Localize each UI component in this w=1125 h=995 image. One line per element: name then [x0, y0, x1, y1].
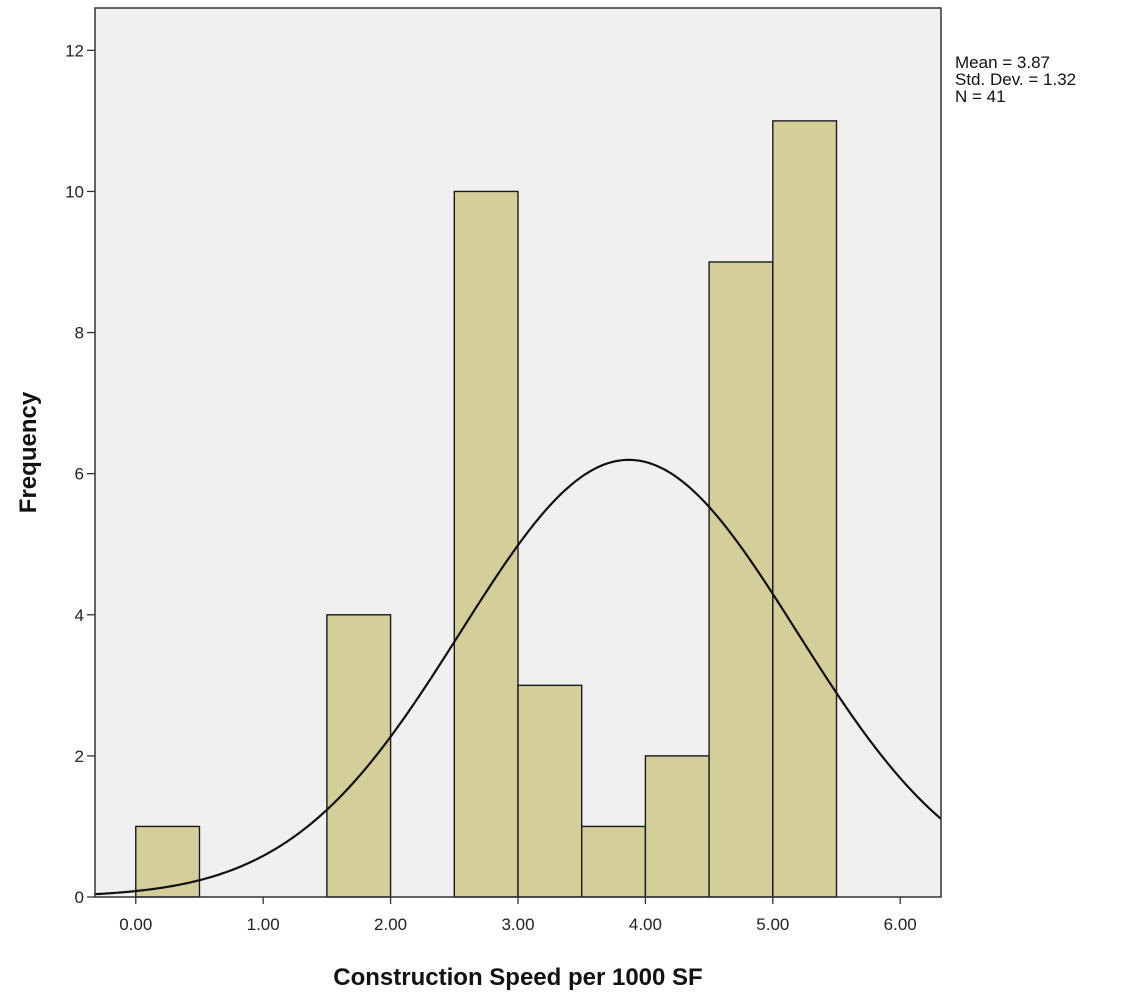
histogram-bar	[135, 825, 201, 898]
x-axis: 0.00 1.00 2.00 3.00 4.00 5.00 6.00	[119, 897, 917, 934]
x-tick-label: 3.00	[501, 915, 534, 934]
histogram-bar	[453, 190, 519, 898]
x-tick-label: 5.00	[756, 915, 789, 934]
y-tick-label: 2	[75, 747, 84, 766]
y-tick-label: 10	[65, 182, 84, 201]
histogram-bar	[581, 825, 647, 898]
histogram-bar	[326, 614, 392, 898]
y-tick-label: 8	[75, 324, 84, 343]
bars-group	[135, 120, 838, 898]
normal-curve-line	[94, 458, 942, 896]
y-axis: 0 2 4 6 8 10 12	[65, 41, 95, 907]
y-tick-label: 6	[75, 465, 84, 484]
stats-line: Mean = 3.87	[955, 53, 1050, 72]
x-axis-title: Construction Speed per 1000 SF	[333, 964, 702, 991]
x-tick-label: 4.00	[629, 915, 662, 934]
x-tick-label: 6.00	[884, 915, 917, 934]
y-tick-label: 4	[75, 606, 84, 625]
stats-line: N = 41	[955, 87, 1006, 106]
x-tick-label: 1.00	[247, 915, 280, 934]
histogram-bar	[772, 120, 838, 898]
stats-line: Std. Dev. = 1.32	[955, 70, 1076, 89]
y-axis-title: Frequency	[15, 391, 42, 513]
histogram-bar	[644, 755, 710, 898]
x-tick-label: 2.00	[374, 915, 407, 934]
histogram-bar	[517, 684, 583, 898]
y-tick-label: 12	[65, 41, 84, 60]
y-tick-label: 0	[75, 888, 84, 907]
x-tick-label: 0.00	[119, 915, 152, 934]
